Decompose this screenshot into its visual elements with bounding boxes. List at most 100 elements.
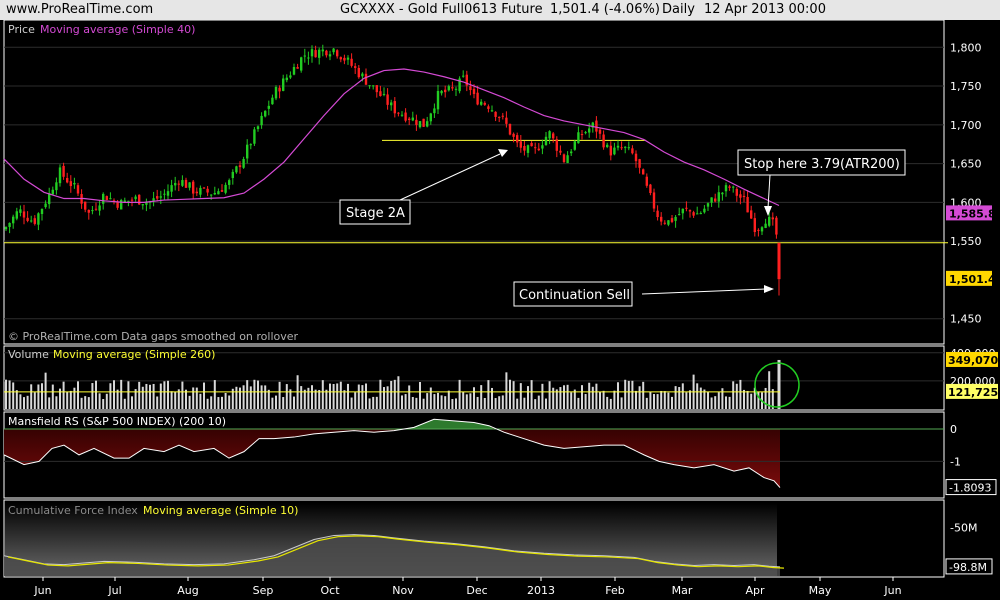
volume-bar [606,396,609,409]
volume-bar [242,385,245,409]
candle-body [685,207,688,209]
volume-bar [357,384,360,409]
site-name[interactable]: www.ProRealTime.com [6,2,154,17]
volume-bar [386,386,389,409]
candle-body [307,57,310,59]
volume-tag-label: 349,070 [948,354,998,367]
candle-body [757,229,760,231]
candle-body [768,216,771,226]
instrument-name: GCXXXX - Gold Full0613 Future [340,2,543,17]
volume-bar [588,382,591,409]
candle-body [130,199,134,201]
candle-body [616,145,620,148]
chart-area[interactable]: 1,8001,7501,7001,6501,6001,5501,4501,585… [0,20,1000,600]
x-axis-label: Feb [605,584,624,597]
force-panel[interactable] [3,499,945,578]
volume-bar [361,385,364,409]
candle-body [692,212,695,216]
candle-body [336,50,339,57]
annotation-stage-label: Stage 2A [346,206,405,221]
volume-bar [642,381,645,409]
annotation-stage[interactable]: Stage 2A [339,149,508,225]
candle-body [109,198,112,200]
volume-bar [624,379,627,409]
candle-body [134,196,137,200]
volume-bar [26,395,29,409]
annotation-stage-arrow [399,153,501,201]
x-axis-label: 2013 [527,584,555,597]
volume-bar [753,387,756,409]
volume-bar [375,396,378,409]
volume-panel[interactable] [3,345,945,411]
candle-body [357,67,360,78]
candle-body [408,118,411,120]
volume-bar [246,380,249,409]
annotation-sell[interactable]: Continuation Sell [513,281,774,307]
volume-bar [512,381,515,409]
candle-body [87,209,90,213]
price-change: 1,501.4 (-4.06%) [550,2,660,17]
candle-body [699,213,702,215]
volume-bar [336,383,339,409]
candle-body [573,141,576,150]
candle-body [217,191,220,195]
volume-bar [440,395,443,409]
volume-bar [757,391,760,409]
volume-bar [210,396,213,409]
candle-body [498,116,501,118]
volume-bar [696,383,699,409]
x-axis-label: Jun [883,584,901,597]
volume-bar [739,379,742,409]
volume-bar [505,372,508,409]
volume-bar [77,381,79,409]
candle-body [606,144,609,148]
candle-body [364,73,368,85]
volume-bar [105,393,108,409]
candle-body [537,148,540,151]
candle-body [127,200,130,202]
volume-bar [372,396,375,409]
candle-body [710,197,713,203]
candle-body [206,188,209,193]
price-panel[interactable] [3,20,945,345]
force-panel-title: Cumulative Force Index [8,504,138,517]
candle-body [721,192,724,195]
annotation-stage-arrowhead [498,149,508,157]
volume-bar [577,397,580,409]
volume-bar [411,396,414,409]
volume-bar [138,381,141,409]
annotation-stop-box [737,149,906,176]
volume-bar [120,379,123,409]
rs-line [3,418,781,488]
volume-bar [174,391,177,409]
candle-body [26,217,29,221]
volume-bar [429,387,432,409]
volume-bar [735,383,738,409]
annotation-sell-arrowhead [764,285,774,293]
candle-body [714,198,717,202]
volume-bar [37,384,40,409]
volume-bar [318,389,321,409]
volume-bar [476,396,479,409]
candle-body [411,117,414,121]
volume-bar [645,397,648,409]
volume-bar [19,394,22,409]
candle-body [44,203,47,208]
candle-body [706,203,710,207]
volume-bar [685,392,688,409]
volume-bar [257,380,259,409]
candle-body [375,85,378,93]
candle-body [202,187,206,189]
volume-bar [293,396,295,409]
candle-body [642,169,645,175]
annotation-stop[interactable]: Stop here 3.79(ATR200) [737,149,906,216]
candle-body [159,196,162,198]
volume-bar [746,390,749,409]
candle-body [645,176,648,186]
volume-bar [285,384,288,409]
x-axis-label: Jul [107,584,121,597]
candle-body [94,208,98,210]
candle-body [548,131,551,139]
candle-body [447,86,450,91]
volume-bar [303,389,306,409]
